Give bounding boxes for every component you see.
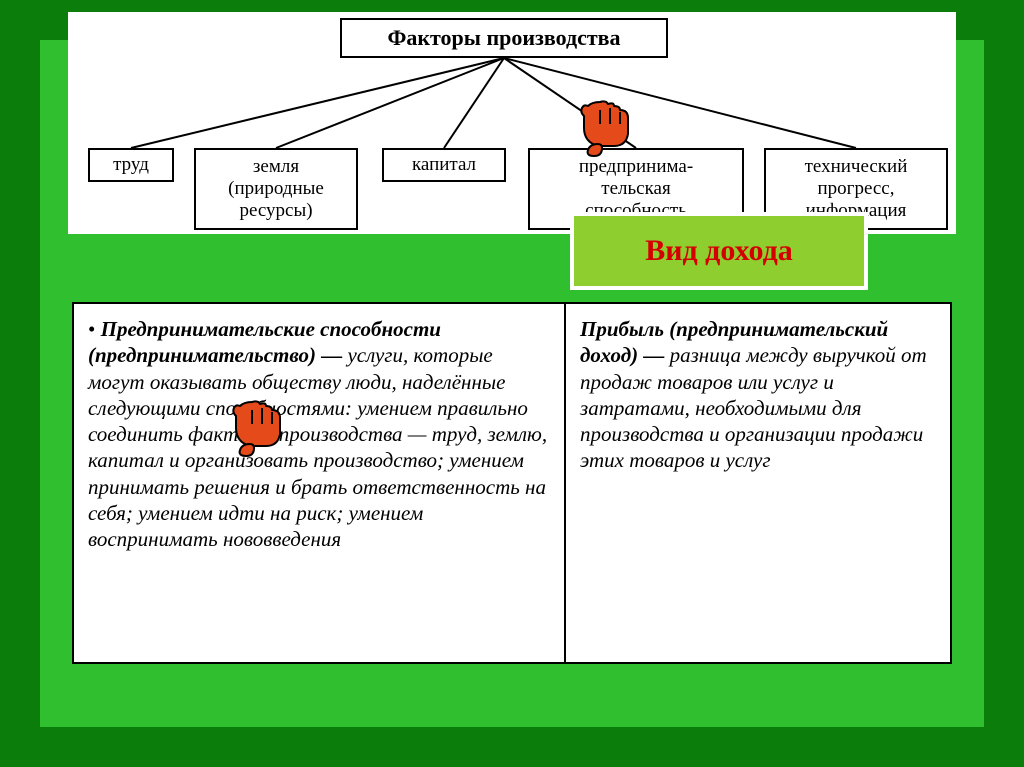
table-cell-left: • Предпринимательские способности (предп… xyxy=(72,302,566,664)
income-type-callout-text: Вид дохода xyxy=(645,234,793,268)
tree-leaf-node: земля(природныересурсы) xyxy=(194,148,358,230)
income-type-callout: Вид дохода xyxy=(570,212,868,290)
table-right-text: Прибыль (предпринимательский доход) — ра… xyxy=(580,316,936,474)
tree-leaf-label: труд xyxy=(113,154,149,176)
tree-leaf-label: капитал xyxy=(412,154,476,176)
tree-root-node: Факторы производства xyxy=(340,18,668,58)
tree-leaf-node: труд xyxy=(88,148,174,182)
tree-leaf-node: капитал xyxy=(382,148,506,182)
tree-leaf-label: земля(природныересурсы) xyxy=(228,156,324,222)
tree-root-label: Факторы производства xyxy=(387,25,620,50)
table-left-text: • Предпринимательские способности (предп… xyxy=(88,316,550,552)
table-cell-right: Прибыль (предпринимательский доход) — ра… xyxy=(564,302,952,664)
